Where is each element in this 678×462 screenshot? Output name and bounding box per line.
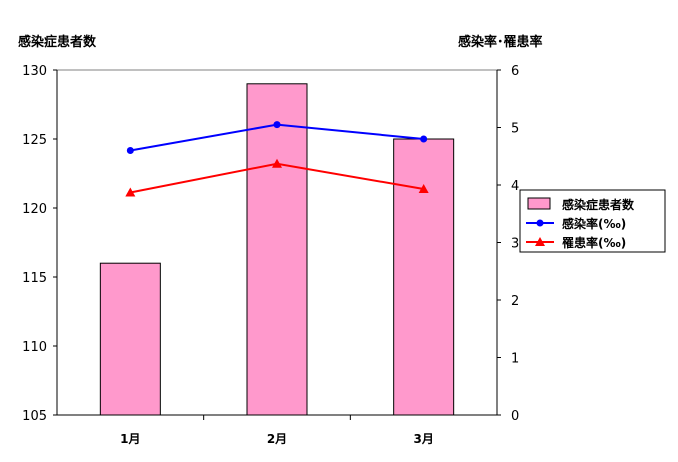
- left-tick-label: 130: [22, 64, 47, 79]
- x-tick-label: 1月: [120, 432, 140, 446]
- left-tick-label: 115: [22, 271, 47, 286]
- point-circle-3: [420, 135, 428, 143]
- right-tick-label: 5: [511, 122, 519, 137]
- point-triangle-1: [125, 187, 136, 197]
- right-tick-label: 0: [511, 409, 519, 424]
- legend-swatch-bar: [527, 197, 551, 210]
- left-tick-label: 125: [22, 133, 47, 148]
- point-triangle-3: [418, 184, 429, 194]
- left-axis-title: 感染症患者数: [18, 34, 97, 50]
- bar-3: [393, 138, 455, 416]
- legend-label: 感染症患者数: [562, 197, 635, 212]
- right-axis-title: 感染率･罹患率: [458, 34, 543, 50]
- left-tick-label: 110: [22, 340, 47, 355]
- point-circle-2: [273, 121, 281, 129]
- right-tick-label: 6: [511, 64, 519, 79]
- legend-marker-triangle: [535, 237, 545, 246]
- legend-marker-circle: [536, 219, 544, 227]
- x-tick-label: 3月: [413, 432, 433, 446]
- legend-label: 罹患率(‰): [562, 235, 626, 250]
- left-tick-label: 105: [22, 409, 47, 424]
- left-tick-label: 120: [22, 202, 47, 217]
- plot-area: 105 110 115 120 125 130 0 1 2 3 4 5 6 1月 2月 3月: [22, 64, 519, 446]
- right-tick-label: 2: [511, 294, 519, 309]
- bar-2: [246, 83, 308, 416]
- right-tick-label: 3: [511, 237, 519, 252]
- right-tick-label: 1: [511, 352, 519, 367]
- right-tick-label: 4: [511, 179, 519, 194]
- point-circle-1: [126, 147, 134, 154]
- bar-1: [99, 262, 161, 416]
- x-tick-label: 2月: [267, 432, 287, 446]
- legend-label: 感染率(‰): [562, 216, 626, 231]
- point-triangle-2: [272, 158, 282, 168]
